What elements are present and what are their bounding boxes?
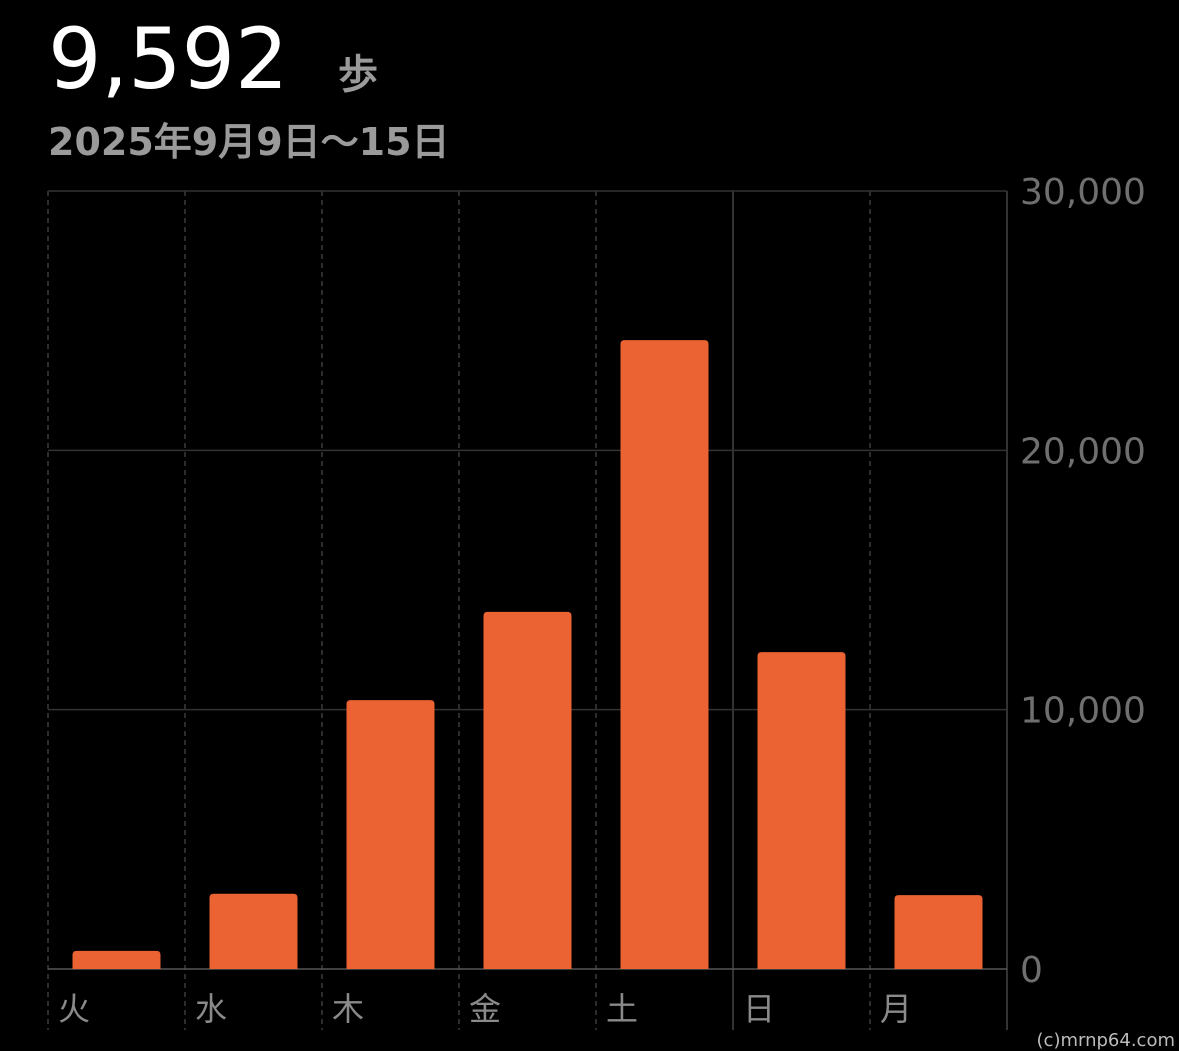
x-tick-label: 土 <box>606 990 638 1028</box>
y-tick-label: 30,000 <box>1020 172 1146 213</box>
bar <box>757 652 846 969</box>
bar <box>209 893 298 969</box>
bar <box>72 950 161 969</box>
chart-title: 9,592 <box>48 10 288 108</box>
unit: 歩 <box>338 52 378 98</box>
x-tick-label: 日 <box>743 990 775 1028</box>
bar <box>483 611 572 969</box>
x-tick-label: 火 <box>58 990 90 1028</box>
bar <box>346 700 435 969</box>
x-tick-label: 金 <box>469 990 501 1028</box>
x-tick-label: 木 <box>332 990 364 1028</box>
y-tick-label: 10,000 <box>1020 691 1146 732</box>
watermark: (c)mrnp64.com <box>1037 1030 1175 1051</box>
bar <box>620 340 709 969</box>
x-tick-label: 月 <box>880 990 912 1028</box>
y-tick-label: 0 <box>1020 950 1043 991</box>
x-tick-label: 水 <box>195 990 227 1028</box>
bar <box>894 895 983 969</box>
chart-subtitle: 2025年9月9日〜15日 <box>48 120 450 164</box>
y-tick-label: 20,000 <box>1020 431 1146 472</box>
